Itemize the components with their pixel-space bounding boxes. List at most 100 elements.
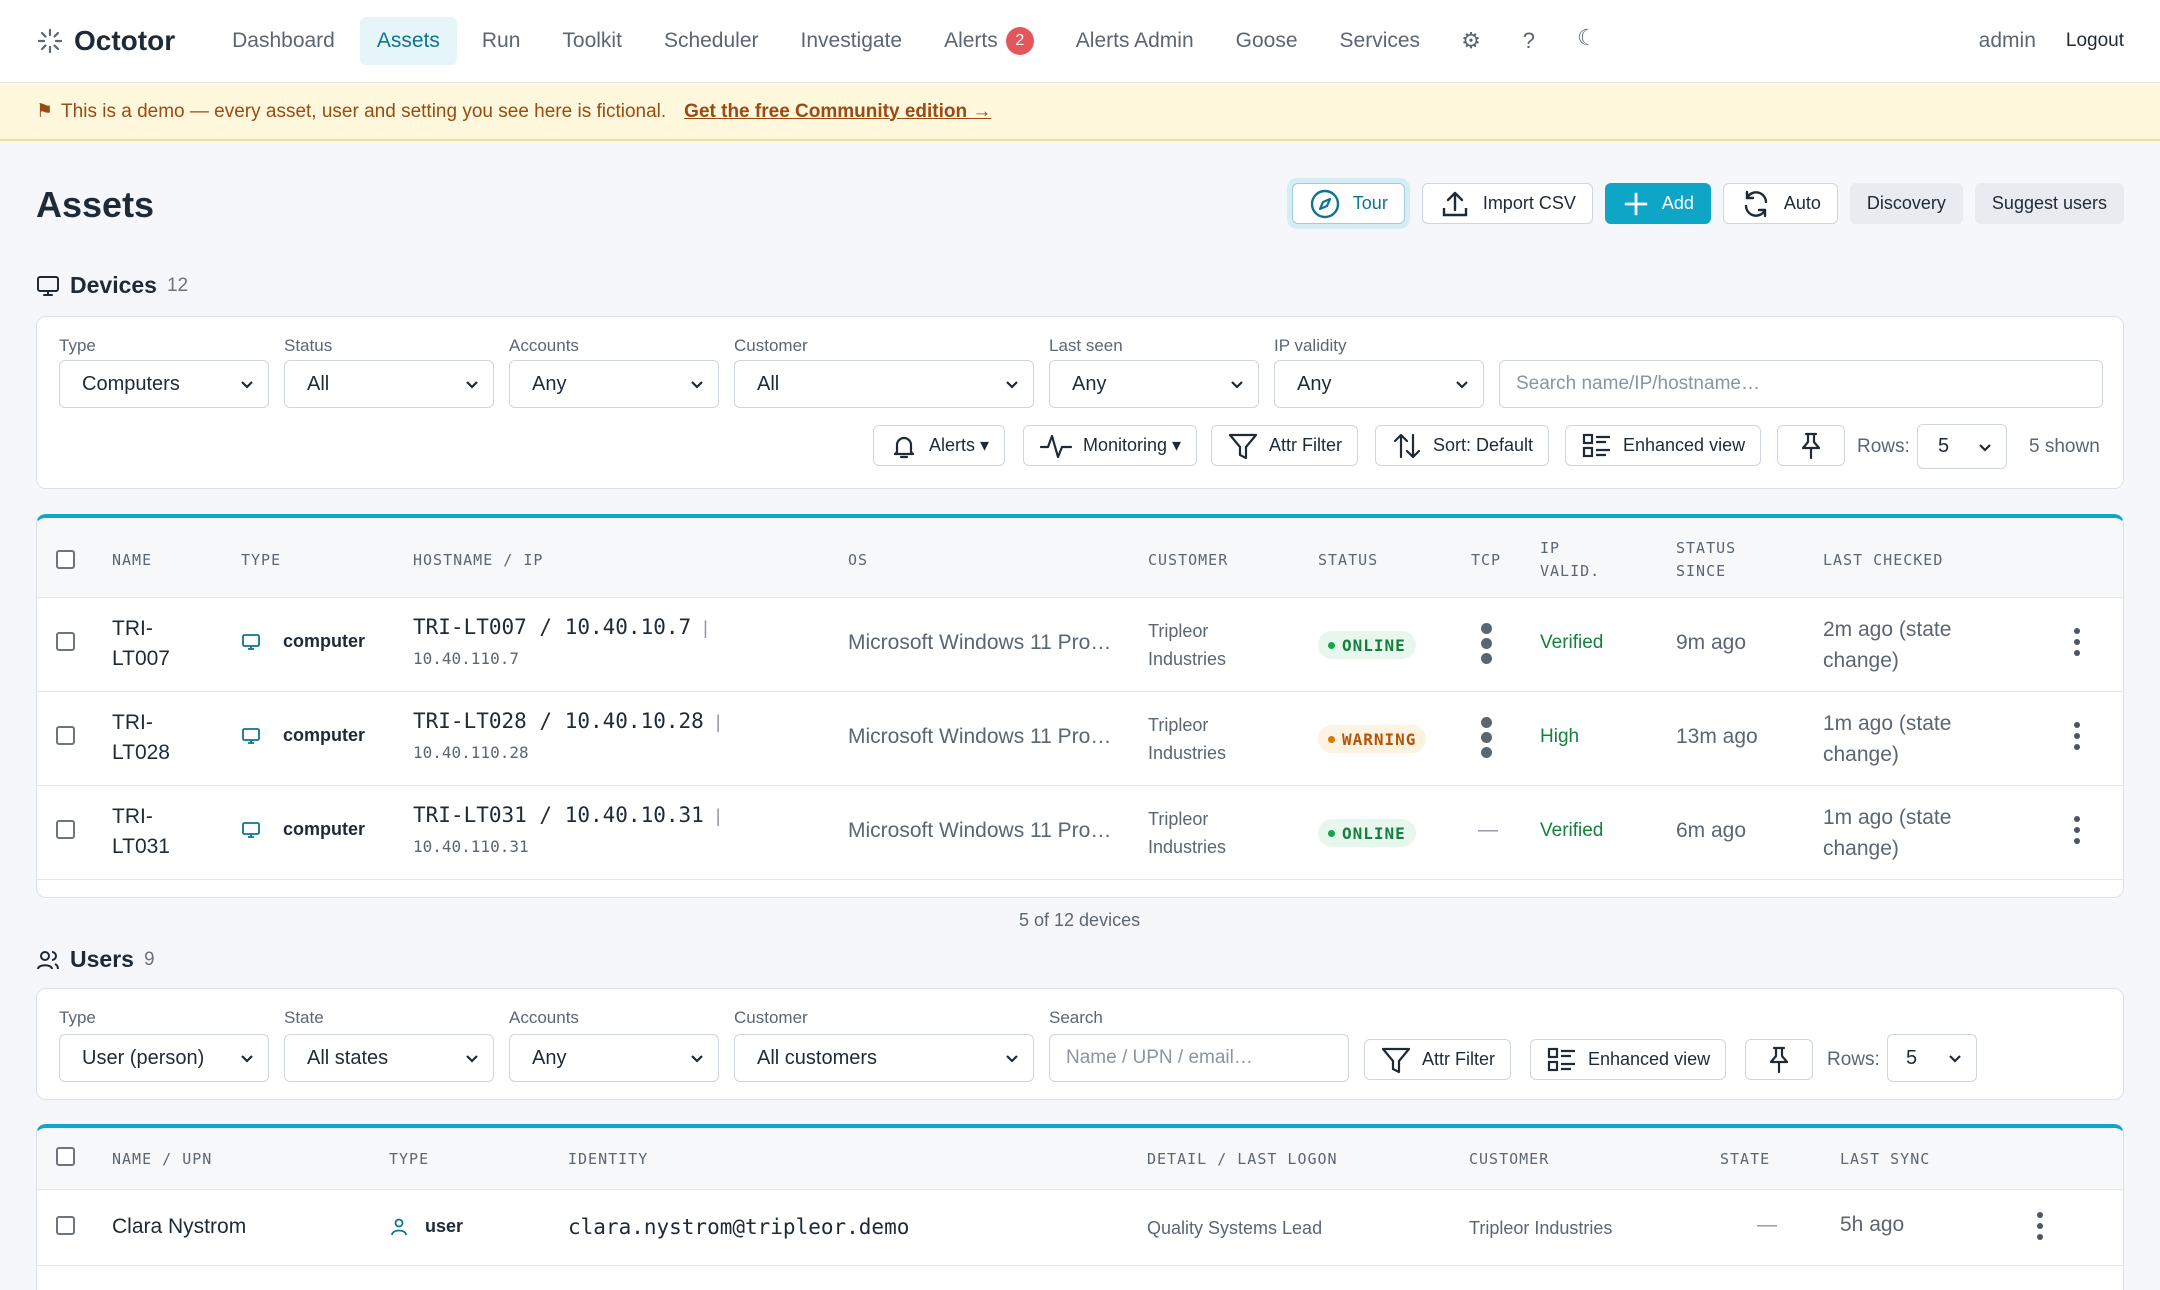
row-checkbox[interactable]: [56, 820, 75, 839]
filter-status-value: All: [307, 372, 330, 395]
col-status-since[interactable]: STATUS SINCE: [1676, 539, 1737, 580]
sort-button[interactable]: Sort: Default: [1375, 425, 1550, 466]
users-title: Users: [70, 946, 134, 972]
col-name[interactable]: NAME: [112, 551, 153, 569]
user-name[interactable]: Clara Nystrom: [112, 1215, 247, 1238]
nav-toolkit[interactable]: Toolkit: [562, 29, 622, 52]
col-tcp[interactable]: TCP: [1471, 551, 1502, 569]
nav-dashboard[interactable]: Dashboard: [232, 29, 335, 52]
alerts-filter-button[interactable]: Alerts ▾: [873, 425, 1006, 466]
suggest-users-button[interactable]: Suggest users: [1974, 183, 2124, 224]
col-identity[interactable]: IDENTITY: [568, 1150, 649, 1168]
nav-run[interactable]: Run: [481, 29, 521, 52]
row-actions-kebab-icon[interactable]: [2074, 816, 2080, 844]
devices-pagination-summary: 5 of 12 devices: [1019, 910, 1141, 930]
add-asset-button[interactable]: Add: [1604, 183, 1711, 224]
nav-scheduler[interactable]: Scheduler: [663, 29, 759, 52]
select-all-devices-checkbox[interactable]: [56, 550, 75, 569]
device-host: TRI-LT028 / 10.40.10.28: [413, 709, 704, 733]
status-text: WARNING: [1342, 729, 1417, 749]
device-name[interactable]: TRI-LT028: [112, 711, 170, 764]
host-separator: |: [715, 806, 721, 826]
community-edition-link[interactable]: Get the free Community edition →: [684, 100, 992, 122]
help-icon[interactable]: ?: [1522, 28, 1536, 53]
theme-toggle-moon-icon[interactable]: ☾: [1577, 25, 1597, 50]
users-search-input[interactable]: [1049, 1034, 1349, 1082]
monitor-icon: [37, 275, 59, 296]
row-checkbox[interactable]: [56, 632, 75, 651]
col-last-sync[interactable]: LAST SYNC: [1840, 1150, 1931, 1168]
user-last-sync: 5h ago: [1840, 1213, 1905, 1236]
settings-gear-icon[interactable]: ⚙: [1461, 28, 1481, 53]
users-count: 9: [143, 948, 155, 970]
filter-customer-label: Customer: [734, 336, 808, 355]
row-actions-kebab-icon[interactable]: [2037, 1212, 2043, 1240]
nav-assets[interactable]: Assets: [359, 17, 457, 65]
users-pin-button[interactable]: [1745, 1039, 1813, 1080]
brand[interactable]: Octotor: [36, 25, 175, 57]
compass-icon: [1310, 189, 1339, 218]
row-actions-kebab-icon[interactable]: [2074, 722, 2080, 750]
host-separator: |: [715, 712, 721, 732]
nav-investigate[interactable]: Investigate: [800, 29, 903, 52]
auto-refresh-button[interactable]: Auto: [1722, 183, 1838, 224]
tcp-ports-indicator[interactable]: [1481, 623, 1492, 664]
col-ip-valid[interactable]: IP VALID.: [1540, 539, 1601, 580]
filter-status-select[interactable]: All: [284, 360, 494, 408]
users-filter-state-select[interactable]: All states: [284, 1034, 494, 1082]
col-detail-last-logon[interactable]: DETAIL / LAST LOGON: [1147, 1150, 1338, 1168]
row-checkbox[interactable]: [56, 1216, 75, 1235]
col-user-customer[interactable]: CUSTOMER: [1469, 1150, 1550, 1168]
col-last-checked[interactable]: LAST CHECKED: [1823, 551, 1944, 569]
status-since: 13m ago: [1676, 725, 1758, 748]
enhanced-view-button[interactable]: Enhanced view: [1565, 425, 1762, 466]
computer-icon: [242, 727, 260, 744]
flag-icon: ⚑: [36, 101, 54, 122]
col-state[interactable]: STATE: [1720, 1150, 1771, 1168]
tour-button[interactable]: Tour: [1291, 183, 1405, 224]
filter-customer-select[interactable]: All: [734, 360, 1034, 408]
nav-alerts-admin[interactable]: Alerts Admin: [1075, 29, 1194, 52]
users-filter-customer-select[interactable]: All customers: [734, 1034, 1034, 1082]
tcp-ports-indicator[interactable]: [1481, 717, 1492, 758]
nav-services[interactable]: Services: [1339, 29, 1421, 52]
row-actions-kebab-icon[interactable]: [2074, 628, 2080, 656]
table-row[interactable]: TRI-LT031 computer TRI-LT031 / 10.40.10.…: [37, 786, 2123, 880]
col-user-type[interactable]: TYPE: [389, 1150, 430, 1168]
filter-accounts-select[interactable]: Any: [509, 360, 719, 408]
select-all-users-checkbox[interactable]: [56, 1147, 75, 1166]
pin-button[interactable]: [1777, 425, 1845, 466]
col-status[interactable]: STATUS: [1318, 551, 1379, 569]
col-type[interactable]: TYPE: [241, 551, 282, 569]
rows-per-page-select[interactable]: 5: [1917, 424, 2007, 469]
users-filter-accounts-select[interactable]: Any: [509, 1034, 719, 1082]
nav-alerts[interactable]: Alerts 2: [927, 15, 1051, 67]
col-name-upn[interactable]: NAME / UPN: [112, 1150, 213, 1168]
monitoring-filter-button[interactable]: Monitoring ▾: [1023, 425, 1198, 466]
col-os[interactable]: OS: [848, 551, 869, 569]
device-search-input[interactable]: [1499, 360, 2103, 408]
col-hostname-ip[interactable]: HOSTNAME / IP: [413, 551, 544, 569]
import-csv-button[interactable]: Import CSV: [1421, 183, 1593, 224]
nav-goose[interactable]: Goose: [1235, 29, 1298, 52]
ip-validity: Verified: [1540, 632, 1604, 653]
table-row[interactable]: Clara Nystrom user clara.nystrom@tripleo…: [37, 1190, 2123, 1266]
users-attr-filter-button[interactable]: Attr Filter: [1364, 1039, 1512, 1080]
status-dot-icon: [1328, 735, 1335, 743]
filter-ip-validity-value: Any: [1297, 372, 1332, 395]
users-filter-type-select[interactable]: User (person): [59, 1034, 269, 1082]
table-row[interactable]: TRI-LT028 computer TRI-LT028 / 10.40.10.…: [37, 692, 2123, 786]
row-checkbox[interactable]: [56, 726, 75, 745]
discovery-button[interactable]: Discovery: [1849, 183, 1963, 224]
filter-type-select[interactable]: Computers: [59, 360, 269, 408]
filter-ip-validity-select[interactable]: Any: [1274, 360, 1484, 408]
users-rows-per-page-select[interactable]: 5: [1887, 1034, 1977, 1082]
col-customer[interactable]: CUSTOMER: [1148, 551, 1229, 569]
table-row[interactable]: TRI-LT007 computer TRI-LT007 / 10.40.10.…: [37, 598, 2123, 692]
device-name[interactable]: TRI-LT007: [112, 617, 170, 670]
logout-button[interactable]: Logout: [2065, 30, 2124, 51]
users-enhanced-view-button[interactable]: Enhanced view: [1530, 1039, 1727, 1080]
device-name[interactable]: TRI-LT031: [112, 805, 170, 858]
filter-last-seen-select[interactable]: Any: [1049, 360, 1259, 408]
attr-filter-button[interactable]: Attr Filter: [1211, 425, 1359, 466]
